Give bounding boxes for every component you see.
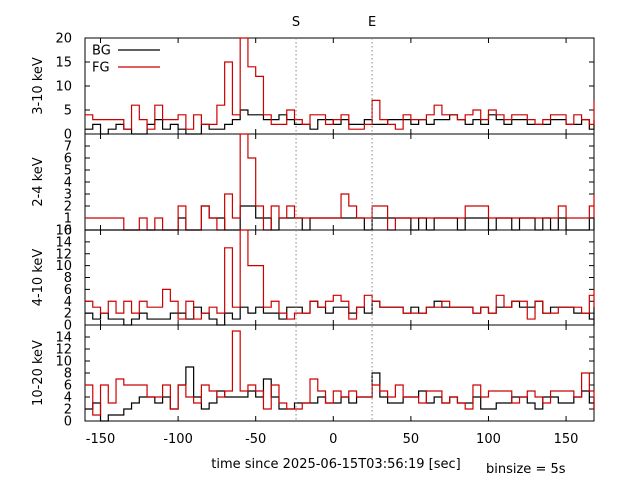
y-tick-label: 0 (64, 224, 72, 239)
series-fg-step (85, 229, 595, 320)
x-axis: -150 -100 -50 0 50 100 150 (86, 432, 579, 447)
legend-label-bg: BG (92, 44, 111, 59)
y-tick-label: 0 (64, 415, 72, 430)
y-tick-label: 8 (64, 271, 72, 286)
y-tick-label: 4 (64, 391, 72, 406)
y-tick-label: 0 (64, 319, 72, 334)
y-tick-label: 10 (55, 80, 72, 95)
marker-label-s: S (292, 15, 300, 30)
x-tick-label: -100 (163, 432, 193, 447)
y-tick-label: 6 (64, 379, 72, 394)
panel-frame (84, 133, 595, 231)
panel-frame (84, 324, 595, 422)
y-tick-label: 12 (55, 343, 72, 358)
y-tick-label: 0 (64, 128, 72, 143)
y-tick-label: 14 (55, 331, 72, 346)
series-bg-step (85, 109, 595, 135)
x-tick-label: 150 (554, 432, 579, 447)
y-tick-label: 2 (64, 200, 72, 215)
y-tick-label: 3 (64, 188, 72, 203)
y-tick-label: 4 (64, 295, 72, 310)
y-tick-label: 6 (64, 152, 72, 167)
x-tick-label: -50 (245, 432, 266, 447)
x-tick-label: 100 (476, 432, 501, 447)
y-tick-label: 14 (55, 235, 72, 250)
y-tick-label: 1 (64, 212, 72, 227)
series-fg-step (85, 133, 595, 231)
binsize-label: binsize = 5s (486, 462, 566, 477)
series-fg-step (85, 330, 595, 416)
marker-label-e: E (368, 15, 376, 30)
y-tick-label: 10 (55, 355, 72, 370)
panel-frame (84, 229, 595, 326)
y-axis-title: 2-4 keV (31, 157, 46, 206)
y-tick-label: 4 (64, 176, 72, 191)
y-tick-label: 10 (55, 259, 72, 274)
y-tick-label: 5 (64, 164, 72, 179)
y-axis-title: 10-20 keV (31, 340, 46, 406)
panel-1: 0 5 10 15 20 3-10 keV (31, 32, 595, 143)
y-tick-label: 8 (64, 367, 72, 382)
y-tick-label: 12 (55, 247, 72, 262)
y-axis-title: 4-10 keV (31, 249, 46, 307)
y-axis-title: 3-10 keV (31, 57, 46, 115)
x-tick-label: 0 (329, 432, 337, 447)
y-tick-label: 2 (64, 307, 72, 322)
x-axis-title: time since 2025-06-15T03:56:19 [sec] (211, 457, 460, 472)
y-tick-label: 16 (55, 224, 72, 239)
y-tick-label: 20 (55, 32, 72, 47)
series-bg-step (85, 366, 595, 422)
legend: BG FG (92, 44, 160, 76)
series-bg-step (85, 300, 595, 326)
x-tick-label: 50 (403, 432, 420, 447)
x-tick-label: -150 (86, 432, 116, 447)
y-tick-label: 6 (64, 283, 72, 298)
y-tick-label: 15 (55, 56, 72, 71)
y-tick-label: 7 (64, 140, 72, 155)
y-tick-label: 5 (64, 104, 72, 119)
legend-label-fg: FG (92, 61, 110, 76)
y-tick-label: 2 (64, 403, 72, 418)
series-fg-step (85, 37, 595, 130)
